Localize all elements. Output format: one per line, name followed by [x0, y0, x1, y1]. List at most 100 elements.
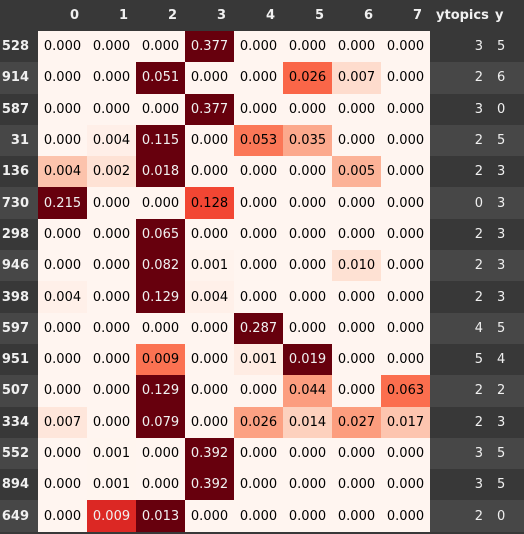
heat-cell: 0.000 — [381, 218, 430, 251]
heat-cell: 0.014 — [283, 406, 332, 438]
heat-cell: 0.026 — [283, 62, 332, 94]
heat-cell: 0.000 — [38, 343, 87, 376]
y-cell: 3 — [491, 281, 524, 313]
y-cell: 5 — [491, 312, 524, 344]
table-row: 136 0.004 0.002 0.018 0.000 0.000 0.000 0.005 0.… — [0, 156, 524, 188]
heat-cell: 0.000 — [283, 281, 332, 313]
heat-cell: 0.002 — [87, 156, 136, 188]
y-cell: 5 — [491, 31, 524, 63]
ytopics-cell: 2 — [430, 62, 491, 94]
ytopics-cell: 2 — [430, 250, 491, 282]
table-row: 398 0.004 0.000 0.129 0.004 0.000 0.000 0.000 0.… — [0, 281, 524, 313]
ytopics-cell: 2 — [430, 218, 491, 251]
table-row: 730 0.215 0.000 0.000 0.128 0.000 0.000 0.000 0.… — [0, 187, 524, 219]
heat-cell: 0.007 — [38, 406, 87, 438]
heat-cell: 0.000 — [87, 406, 136, 438]
y-cell: 3 — [491, 218, 524, 251]
heat-cell: 0.000 — [136, 31, 185, 63]
heat-cell: 0.000 — [234, 375, 283, 407]
table-row: 946 0.000 0.000 0.082 0.001 0.000 0.000 0.010 0.… — [0, 250, 524, 282]
table-row: 31 0.000 0.004 0.115 0.000 0.053 0.035 0.000 0.0… — [0, 124, 524, 157]
heat-cell: 0.000 — [185, 218, 234, 251]
y-cell: 0 — [491, 500, 524, 532]
column-header-3: 3 — [185, 0, 234, 31]
table-header: 0 1 2 3 4 5 6 7 ytopics y — [0, 0, 524, 31]
column-header-1: 1 — [87, 0, 136, 31]
heat-cell: 0.010 — [332, 250, 381, 282]
heat-cell: 0.000 — [332, 375, 381, 407]
heat-cell: 0.017 — [381, 406, 430, 438]
y-cell: 3 — [491, 406, 524, 438]
heat-cell: 0.129 — [136, 281, 185, 313]
row-index: 552 — [0, 437, 38, 470]
ytopics-cell: 3 — [430, 31, 491, 63]
heat-cell: 0.007 — [332, 62, 381, 94]
heat-cell: 0.000 — [234, 281, 283, 313]
heat-cell: 0.018 — [136, 156, 185, 188]
table-row: 552 0.000 0.001 0.000 0.392 0.000 0.000 0.000 0.… — [0, 437, 524, 470]
heat-cell: 0.000 — [38, 124, 87, 157]
heat-cell: 0.000 — [87, 187, 136, 219]
heat-cell: 0.000 — [87, 31, 136, 63]
heat-cell: 0.001 — [185, 250, 234, 282]
heat-cell: 0.392 — [185, 437, 234, 470]
ytopics-cell: 3 — [430, 93, 491, 125]
heat-cell: 0.000 — [332, 124, 381, 157]
heat-cell: 0.000 — [87, 93, 136, 125]
heat-cell: 0.000 — [332, 31, 381, 63]
heat-cell: 0.009 — [87, 500, 136, 532]
heat-cell: 0.001 — [234, 343, 283, 376]
heat-cell: 0.053 — [234, 124, 283, 157]
heat-cell: 0.026 — [234, 406, 283, 438]
heat-cell: 0.000 — [332, 281, 381, 313]
heat-cell: 0.000 — [234, 62, 283, 94]
ytopics-cell: 5 — [430, 343, 491, 376]
heat-cell: 0.000 — [332, 469, 381, 501]
heat-cell: 0.009 — [136, 343, 185, 376]
table-row: 597 0.000 0.000 0.000 0.000 0.287 0.000 0.000 0.… — [0, 312, 524, 344]
heat-cell: 0.000 — [185, 124, 234, 157]
y-cell: 4 — [491, 343, 524, 376]
column-header-7: 7 — [381, 0, 430, 31]
row-index: 298 — [0, 218, 38, 251]
heat-cell: 0.000 — [87, 281, 136, 313]
heat-cell: 0.000 — [234, 187, 283, 219]
row-index: 951 — [0, 343, 38, 376]
heat-cell: 0.000 — [234, 31, 283, 63]
heat-cell: 0.000 — [283, 437, 332, 470]
heat-cell: 0.377 — [185, 31, 234, 63]
heat-cell: 0.000 — [38, 31, 87, 63]
row-index: 894 — [0, 469, 38, 501]
heat-cell: 0.128 — [185, 187, 234, 219]
heat-cell: 0.035 — [283, 124, 332, 157]
y-cell: 3 — [491, 156, 524, 188]
column-header-6: 6 — [332, 0, 381, 31]
heat-cell: 0.000 — [283, 156, 332, 188]
table-row: 298 0.000 0.000 0.065 0.000 0.000 0.000 0.000 0.… — [0, 218, 524, 251]
heat-cell: 0.000 — [38, 469, 87, 501]
heat-cell: 0.001 — [87, 469, 136, 501]
heat-cell: 0.001 — [87, 437, 136, 470]
ytopics-cell: 2 — [430, 375, 491, 407]
heat-cell: 0.000 — [381, 31, 430, 63]
row-index: 649 — [0, 500, 38, 532]
column-header-2: 2 — [136, 0, 185, 31]
heat-cell: 0.004 — [38, 156, 87, 188]
heat-cell: 0.000 — [185, 312, 234, 344]
table-row: 507 0.000 0.000 0.129 0.000 0.000 0.044 0.000 0.… — [0, 375, 524, 407]
row-index: 136 — [0, 156, 38, 188]
heat-cell: 0.044 — [283, 375, 332, 407]
row-index: 946 — [0, 250, 38, 282]
heat-cell: 0.000 — [332, 437, 381, 470]
heat-cell: 0.000 — [381, 62, 430, 94]
heat-cell: 0.000 — [185, 156, 234, 188]
heat-cell: 0.000 — [185, 62, 234, 94]
heat-cell: 0.000 — [136, 437, 185, 470]
heat-cell: 0.215 — [38, 187, 87, 219]
heat-cell: 0.000 — [38, 218, 87, 251]
heat-cell: 0.000 — [136, 93, 185, 125]
table-row: 528 0.000 0.000 0.000 0.377 0.000 0.000 0.000 0.… — [0, 31, 524, 63]
heat-cell: 0.004 — [87, 124, 136, 157]
heat-cell: 0.000 — [381, 343, 430, 376]
y-cell: 0 — [491, 93, 524, 125]
